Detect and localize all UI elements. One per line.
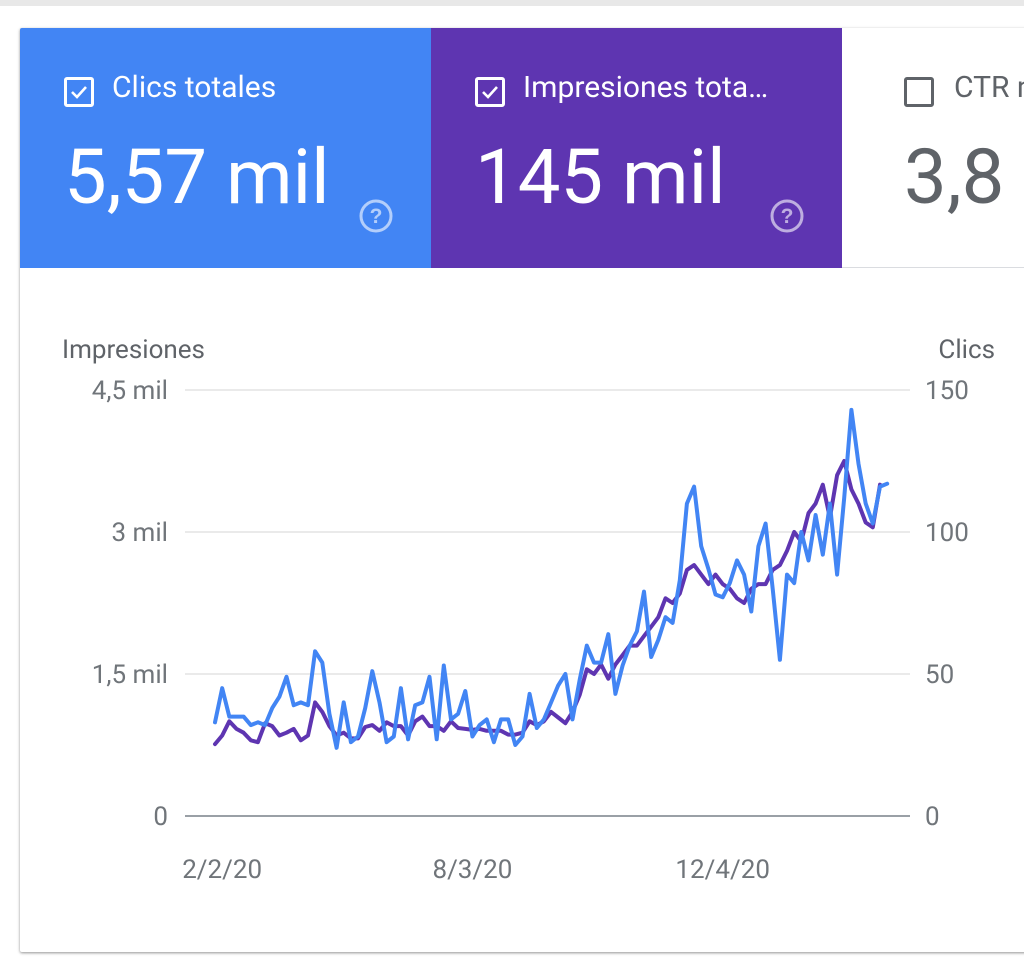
svg-text:?: ? <box>370 205 383 228</box>
svg-text:?: ? <box>781 205 794 228</box>
performance-card: Clics totales 5,57 mil ? Impresiones tot… <box>20 28 1024 952</box>
metric-total-impressions[interactable]: Impresiones tota… 145 mil ? <box>431 28 842 268</box>
metric-total-clicks[interactable]: Clics totales 5,57 mil ? <box>20 28 431 268</box>
left-axis-title: Impresiones <box>62 335 205 365</box>
series-line-impresiones <box>213 459 882 747</box>
left-tick-label: 4,5 mil <box>92 376 168 406</box>
series-line-clics <box>213 407 890 750</box>
right-axis-title: Clics <box>938 335 995 365</box>
metric-selector: Clics totales 5,57 mil ? Impresiones tot… <box>20 28 1024 268</box>
left-tick-label: 3 mil <box>111 518 168 548</box>
metric-average-ctr[interactable]: CTR m 3,8 % <box>842 28 1024 268</box>
metric-value: 145 mil <box>475 132 726 222</box>
performance-chart: Impresiones Clics 0 0 1,5 mil 50 3 mil 100 4,5 m… <box>62 335 995 885</box>
right-tick-label: 50 <box>925 660 954 690</box>
checkbox-checked-icon[interactable] <box>475 77 505 107</box>
checkbox-unchecked-icon[interactable] <box>904 77 934 107</box>
x-tick-label: 2/2/20 <box>182 855 262 885</box>
checkbox-checked-icon[interactable] <box>64 77 94 107</box>
right-tick-label: 150 <box>925 376 969 406</box>
help-icon[interactable]: ? <box>769 198 805 234</box>
right-tick-label: 100 <box>925 518 969 548</box>
help-icon[interactable]: ? <box>358 198 394 234</box>
metric-value: 5,57 mil <box>64 132 330 222</box>
metric-value: 3,8 % <box>904 132 1024 222</box>
right-tick-label: 0 <box>925 802 940 832</box>
top-divider <box>0 0 1024 6</box>
x-tick-label: 8/3/20 <box>432 855 512 885</box>
metric-label: Clics totales <box>112 70 277 105</box>
metric-label: CTR m <box>954 70 1024 105</box>
left-tick-label: 1,5 mil <box>92 660 168 690</box>
left-tick-label: 0 <box>153 802 168 832</box>
x-tick-label: 12/4/20 <box>675 855 770 885</box>
metric-label: Impresiones tota… <box>523 70 769 105</box>
